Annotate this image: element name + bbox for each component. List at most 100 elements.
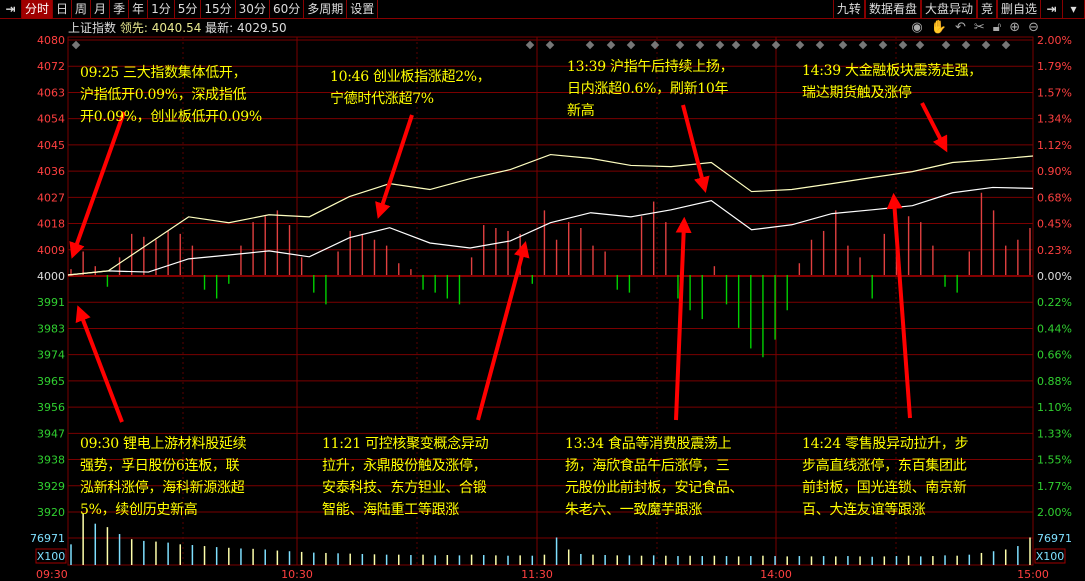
event-diamond-marker: [695, 40, 705, 50]
y-tick-left: 4072: [37, 60, 65, 73]
tool-tab-1[interactable]: 数据看盘: [864, 0, 921, 19]
y-tick-right: 1.79%: [1037, 60, 1072, 73]
tab-0[interactable]: 分时: [22, 0, 54, 19]
annotation-arrow: [69, 111, 126, 259]
last-value: 4029.50: [237, 21, 287, 35]
y-tick-right: 0.44%: [1037, 322, 1072, 335]
chart-toolbar: ◉ ✋ ↶ ✂ 🔓︎ ⊕ ⊖: [911, 20, 1039, 35]
tool-tab-3[interactable]: 竞: [976, 0, 997, 19]
event-diamond-marker: [606, 40, 616, 50]
event-diamond-marker: [858, 40, 868, 50]
index-name: 上证指数: [68, 21, 117, 35]
lead-line: [67, 153, 1034, 276]
y-tick-right: 0.45%: [1037, 218, 1072, 231]
y-tick-right: 1.77%: [1037, 480, 1072, 493]
y-tick-left: 4009: [37, 244, 65, 257]
event-diamond-marker: [981, 40, 991, 50]
y-tick-left: 3965: [37, 375, 65, 388]
event-diamond-marker: [878, 40, 888, 50]
period-tabbar: ⇥ 分时日周月季年 1分 5分 15分 30分 60分 多周期 设置 九转 数据看盘 大盘异动竞删…: [0, 0, 1085, 19]
annotation-text: 09:25 三大指数集体低开， 沪指低开0.09%，深成指低 开0.09%，创业…: [80, 65, 262, 125]
zoom-out-icon[interactable]: ⊖: [1028, 20, 1039, 35]
y-tick-left: 3991: [37, 296, 65, 309]
y-tick-right: 0.23%: [1037, 244, 1072, 257]
tab-6[interactable]: 1分: [148, 0, 175, 19]
y-tick-left: 4080: [37, 34, 65, 47]
event-diamond-marker: [961, 40, 971, 50]
tab-3[interactable]: 月: [91, 0, 111, 19]
tab-11[interactable]: 多周期: [304, 0, 348, 19]
x-tick: 15:00: [1017, 568, 1049, 581]
tool-tab-2[interactable]: 大盘异动: [920, 0, 977, 19]
scissors-icon[interactable]: ✂: [973, 20, 985, 35]
volume-unit-label: X100: [1036, 550, 1065, 563]
lead-label: 领先:: [119, 21, 148, 35]
lead-value: 4040.54: [151, 21, 202, 35]
tab-1[interactable]: 日: [53, 0, 73, 19]
annotation-text: 14:24 零售股异动拉升，步 步高直线涨停，东百集团此 前封板，国光连锁、南京…: [802, 436, 969, 518]
event-diamond-marker: [650, 40, 660, 50]
price-line: [67, 186, 1034, 276]
collapse-panel-icon[interactable]: ⇥: [0, 0, 22, 19]
y-tick-right: 2.00%: [1037, 506, 1072, 519]
volume-scale-label: 76971: [30, 532, 65, 545]
annotation-arrow: [674, 216, 692, 421]
y-tick-left: 4054: [37, 113, 65, 126]
x-tick: 14:00: [760, 568, 792, 581]
annotation-text: 13:39 沪指午后持续上扬， 日内涨超0.6%，刷新10年 新高: [567, 59, 734, 119]
y-tick-right: 1.57%: [1037, 86, 1072, 99]
tab-7[interactable]: 5分: [175, 0, 202, 19]
event-diamond-marker: [525, 40, 535, 50]
annotation-text: 10:46 创业板指涨超2%， 宁德时代涨超7%: [330, 69, 491, 107]
annotation-text: 13:34 食品等消费股震荡上 扬，海欣食品午后涨停，三 元股份此前封板，安记食…: [565, 436, 744, 518]
tab-2[interactable]: 周: [72, 0, 92, 19]
y-tick-right: 0.00%: [1037, 270, 1072, 283]
event-diamond-marker: [915, 40, 925, 50]
y-tick-left: 3983: [37, 322, 65, 335]
annotation-text: 14:39 大金融板块震荡走强， 瑞达期货触及涨停: [802, 63, 982, 101]
annotation-text: 09:30 锂电上游材料股延续 强势，孚日股份6连板，联 泓新科涨停，海科新源涨…: [80, 436, 247, 518]
expand-panel-icon[interactable]: ⇥: [1041, 0, 1063, 19]
y-tick-left: 4045: [37, 139, 65, 152]
tool-tab-4[interactable]: 删自选: [996, 0, 1041, 19]
annotation-arrow: [75, 305, 124, 423]
hand-icon[interactable]: ✋: [930, 20, 947, 35]
x-tick: 10:30: [281, 568, 313, 581]
tab-12[interactable]: 设置: [347, 0, 379, 19]
x-tick: 09:30: [36, 568, 68, 581]
y-tick-right: 0.68%: [1037, 191, 1072, 204]
y-tick-left: 4063: [37, 86, 65, 99]
event-diamond-marker: [795, 40, 805, 50]
y-tick-right: 0.66%: [1037, 349, 1072, 362]
tab-9[interactable]: 30分: [236, 0, 270, 19]
tab-10[interactable]: 60分: [270, 0, 305, 19]
y-tick-right: 1.33%: [1037, 427, 1072, 440]
y-tick-right: 0.88%: [1037, 375, 1072, 388]
tool-tab-0[interactable]: 九转: [832, 0, 865, 19]
zoom-in-icon[interactable]: ⊕: [1009, 20, 1021, 35]
last-label: 最新:: [205, 21, 234, 35]
y-tick-right: 0.90%: [1037, 165, 1072, 178]
y-tick-left: 4018: [37, 218, 65, 231]
tab-4[interactable]: 季: [110, 0, 130, 19]
y-tick-right: 1.12%: [1037, 139, 1072, 152]
y-tick-left: 3956: [37, 401, 65, 414]
eye-icon[interactable]: ◉: [911, 20, 923, 35]
event-diamond-marker: [585, 40, 595, 50]
y-tick-right: 0.22%: [1037, 296, 1072, 309]
annotation-arrow: [886, 192, 912, 419]
undo-icon[interactable]: ↶: [954, 20, 966, 35]
lock-icon[interactable]: 🔓︎: [992, 20, 1002, 35]
x-tick: 11:30: [521, 568, 553, 581]
y-tick-left: 4036: [37, 165, 65, 178]
tab-5[interactable]: 年: [129, 0, 149, 19]
event-diamond-marker: [941, 40, 951, 50]
y-tick-right: 1.10%: [1037, 401, 1072, 414]
event-diamond-marker: [838, 40, 848, 50]
annotation-arrow: [476, 241, 530, 421]
tab-8[interactable]: 15分: [201, 0, 236, 19]
volume-unit-box: [35, 548, 67, 564]
volume-scale-label: 76971: [1037, 532, 1072, 545]
chart-frame: [67, 36, 1034, 566]
